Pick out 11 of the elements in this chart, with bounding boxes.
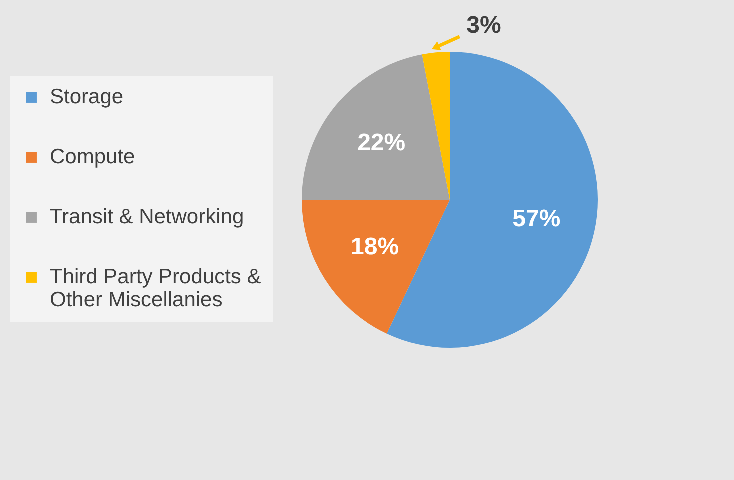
pie-slice — [422, 52, 450, 200]
legend-label: Compute — [50, 146, 136, 168]
data-label: 22% — [358, 129, 406, 156]
pie-slice — [302, 200, 450, 334]
legend-label: Storage — [50, 86, 124, 108]
data-label: 57% — [512, 205, 561, 232]
data-label: 3% — [466, 12, 502, 39]
data-label: 18% — [351, 234, 400, 261]
legend-label: Transit & Networking — [50, 206, 244, 228]
pie-slice — [302, 54, 450, 200]
legend-label: Third Party Products & Other Miscellanies — [50, 266, 262, 312]
